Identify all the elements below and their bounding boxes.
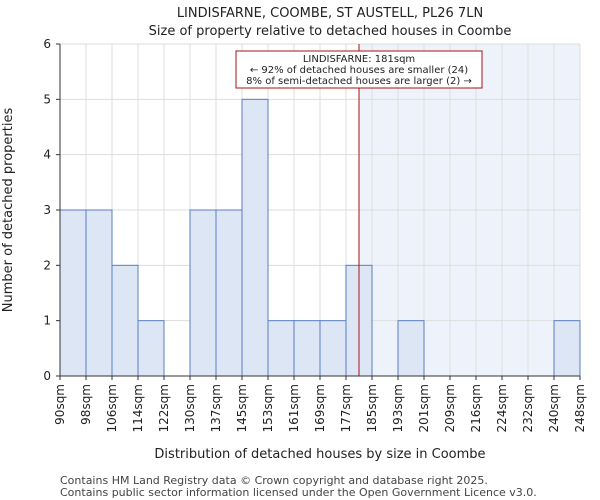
histogram-bar <box>137 320 165 377</box>
histogram-bar <box>293 320 321 377</box>
histogram-bar <box>189 209 217 377</box>
x-tick-label: 185sqm <box>365 384 379 432</box>
x-tick-label: 193sqm <box>391 384 405 432</box>
annotation-box <box>235 50 483 89</box>
x-tick-label: 201sqm <box>417 384 431 432</box>
histogram-bar <box>85 209 113 377</box>
x-tick-label: 153sqm <box>261 384 275 432</box>
x-tick-label: 161sqm <box>287 384 301 432</box>
x-tick-label: 232sqm <box>521 384 535 432</box>
y-tick-label: 1 <box>43 314 51 328</box>
annotation-smaller-text: ← 92% of detached houses are smaller (24… <box>250 65 468 76</box>
histogram-bar <box>553 320 581 377</box>
x-tick-label: 145sqm <box>235 384 249 432</box>
plot-area: 0 1 2 3 4 5 6 90sqm 98sqm 106sqm 114sqm 122sqm 130sq… <box>43 37 587 432</box>
x-tick-label: 90sqm <box>53 384 67 425</box>
x-tick-label: 209sqm <box>443 384 457 432</box>
histogram-bar <box>267 320 295 377</box>
annotation-label: LINDISFARNE: 181sqm <box>303 54 415 65</box>
histogram-bar <box>111 264 139 377</box>
x-tick-label: 216sqm <box>469 384 483 432</box>
histogram-bar <box>215 209 243 377</box>
x-tick-label: 169sqm <box>313 384 327 432</box>
histogram-bar <box>59 209 87 377</box>
x-tick-label: 122sqm <box>157 384 171 432</box>
y-tick-label: 2 <box>43 258 51 272</box>
x-tick-label: 106sqm <box>105 384 119 432</box>
x-tick-label: 98sqm <box>79 384 93 425</box>
histogram-bar <box>397 320 425 377</box>
y-axis-title: Number of detached properties <box>1 108 16 313</box>
x-tick-label: 177sqm <box>339 384 353 432</box>
chart-subtitle: Size of property relative to detached ho… <box>149 24 512 39</box>
annotation-larger-text: 8% of semi-detached houses are larger (2… <box>246 76 472 87</box>
histogram-bar <box>319 320 347 377</box>
x-axis-title: Distribution of detached houses by size … <box>154 447 485 462</box>
y-tick-label: 0 <box>43 369 51 383</box>
footer-line-1: Contains HM Land Registry data © Crown c… <box>60 474 488 487</box>
y-tick-label: 3 <box>43 203 51 217</box>
chart-title: LINDISFARNE, COOMBE, ST AUSTELL, PL26 7L… <box>177 6 483 21</box>
y-tick-label: 6 <box>43 37 51 51</box>
y-tick-label: 4 <box>43 148 51 162</box>
x-tick-label: 137sqm <box>209 384 223 432</box>
x-tick-label: 114sqm <box>131 384 145 432</box>
x-tick-label: 224sqm <box>495 384 509 432</box>
y-tick-label: 5 <box>43 92 51 106</box>
histogram-bar <box>241 98 269 377</box>
footer-line-2: Contains public sector information licen… <box>60 486 537 499</box>
x-tick-label: 130sqm <box>183 384 197 432</box>
x-tick-label: 248sqm <box>573 384 587 432</box>
x-tick-label: 240sqm <box>547 384 561 432</box>
